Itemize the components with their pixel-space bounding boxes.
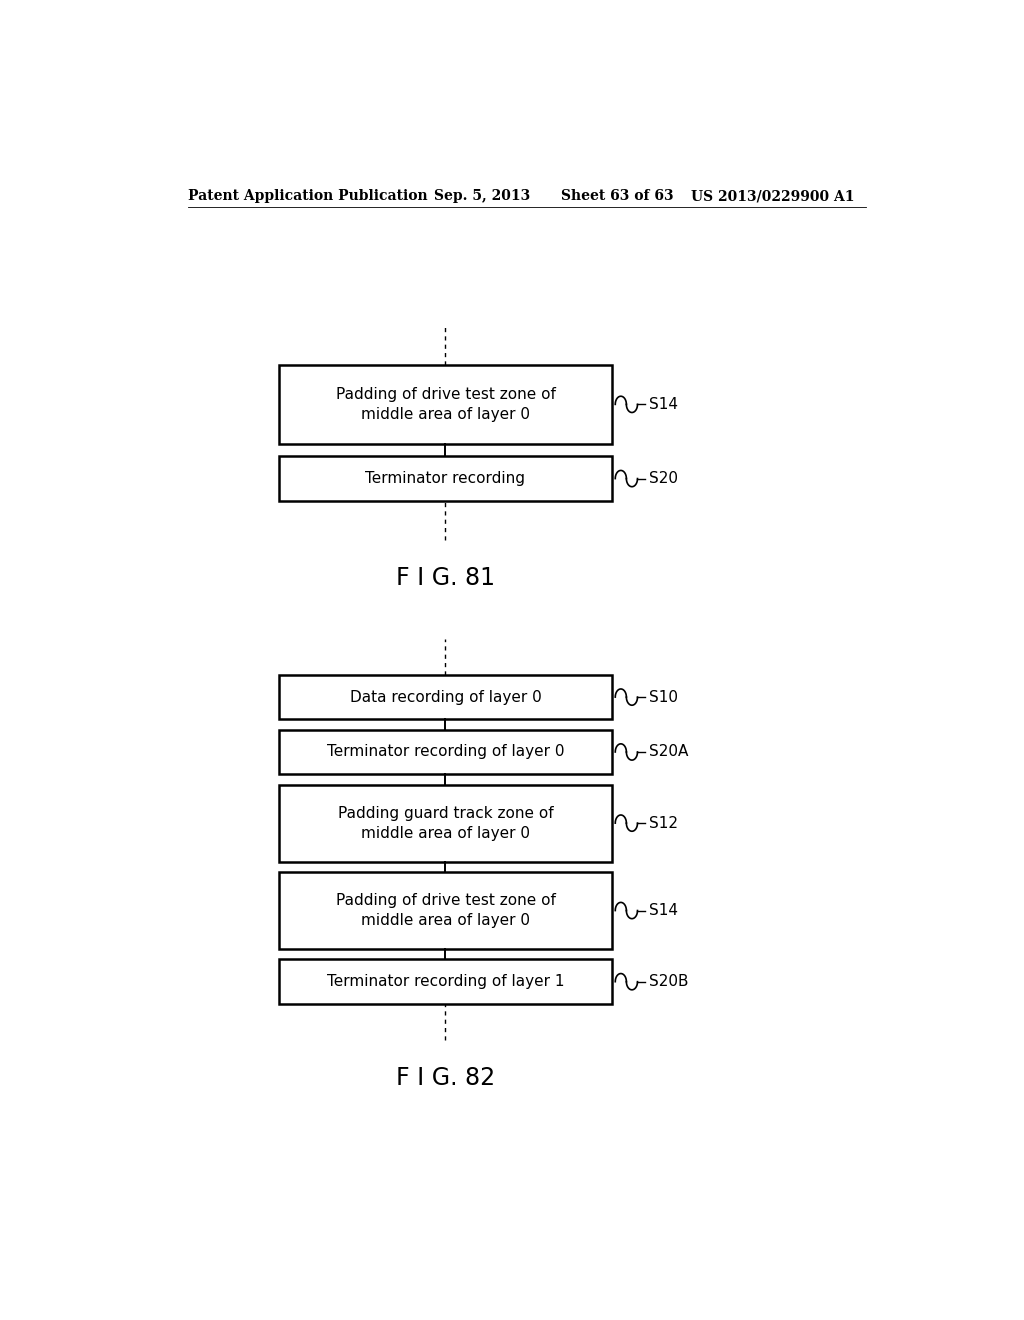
Text: S20B: S20B xyxy=(649,974,689,989)
Text: S20A: S20A xyxy=(649,744,689,759)
Text: F I G. 82: F I G. 82 xyxy=(396,1067,495,1090)
Bar xyxy=(279,457,612,500)
Text: Terminator recording of layer 0: Terminator recording of layer 0 xyxy=(327,744,564,759)
Text: F I G. 81: F I G. 81 xyxy=(396,566,495,590)
Bar xyxy=(279,364,612,444)
Bar xyxy=(279,960,612,1005)
Text: S20: S20 xyxy=(649,471,678,486)
Text: Terminator recording of layer 1: Terminator recording of layer 1 xyxy=(327,974,564,989)
Bar xyxy=(279,784,612,862)
Text: S14: S14 xyxy=(649,397,678,412)
Bar xyxy=(279,675,612,719)
Bar xyxy=(279,873,612,949)
Text: Data recording of layer 0: Data recording of layer 0 xyxy=(349,689,542,705)
Text: Sheet 63 of 63: Sheet 63 of 63 xyxy=(560,189,673,203)
Text: Patent Application Publication: Patent Application Publication xyxy=(187,189,427,203)
Text: US 2013/0229900 A1: US 2013/0229900 A1 xyxy=(691,189,855,203)
Text: Terminator recording: Terminator recording xyxy=(366,471,525,486)
Text: S10: S10 xyxy=(649,689,678,705)
Text: Padding guard track zone of
middle area of layer 0: Padding guard track zone of middle area … xyxy=(338,805,553,841)
Text: S14: S14 xyxy=(649,903,678,917)
Text: S12: S12 xyxy=(649,816,678,830)
Text: Padding of drive test zone of
middle area of layer 0: Padding of drive test zone of middle are… xyxy=(336,387,555,422)
Text: Padding of drive test zone of
middle area of layer 0: Padding of drive test zone of middle are… xyxy=(336,894,555,928)
Bar xyxy=(279,730,612,775)
Text: Sep. 5, 2013: Sep. 5, 2013 xyxy=(433,189,529,203)
